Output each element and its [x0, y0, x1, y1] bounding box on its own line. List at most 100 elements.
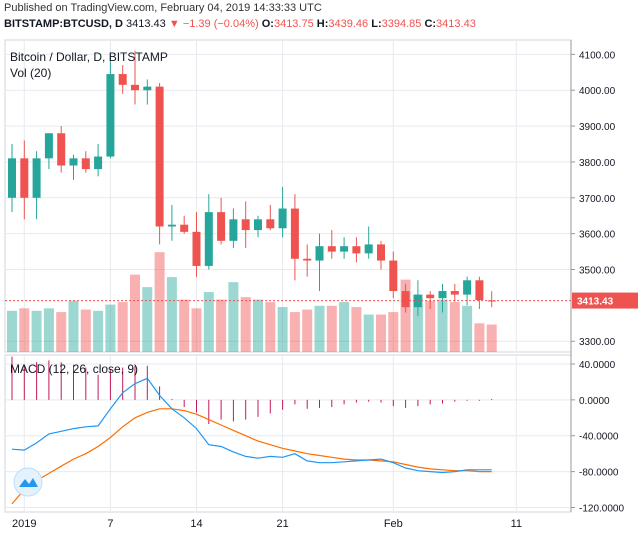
candle-body — [278, 208, 287, 229]
volume-bar — [19, 308, 30, 352]
volume-bar — [326, 305, 337, 352]
candle-body — [44, 133, 53, 159]
tradingview-logo-icon[interactable] — [13, 467, 43, 497]
volume-bar — [240, 297, 251, 352]
close-value: 3413.43 — [436, 18, 476, 30]
x-tick-label: 2019 — [12, 518, 36, 530]
high-value: 3439.46 — [328, 18, 369, 30]
candle-body — [463, 280, 472, 295]
candle-body — [167, 224, 176, 227]
volume-bar — [449, 302, 460, 352]
volume-bar — [31, 310, 42, 352]
volume-bar — [117, 302, 128, 352]
candle-body — [438, 291, 447, 299]
candle-body — [143, 86, 152, 91]
main-y-tick-label: 3600.00 — [579, 230, 616, 241]
low-label: L: — [371, 18, 382, 30]
volume-bar — [363, 314, 374, 352]
candle-body — [266, 219, 275, 229]
candle-body — [8, 158, 16, 198]
main-y-tick-label: 3300.00 — [579, 337, 616, 348]
candle-body — [401, 291, 410, 308]
candle-body — [290, 208, 299, 259]
last-price-text: 3413.43 — [126, 18, 166, 30]
volume-bar — [43, 308, 54, 352]
main-y-tick-label: 4100.00 — [579, 50, 616, 61]
volume-bar — [400, 279, 411, 352]
ohlc-header: BITSTAMP:BTCUSD, D 3413.43 ▼ −1.39 (−0.0… — [4, 18, 476, 30]
open-label: O: — [261, 18, 274, 30]
volume-bar — [277, 307, 288, 352]
macd-y-tick-label: -80.0000 — [579, 468, 619, 479]
last-price-tag — [572, 292, 638, 309]
volume-bar — [388, 312, 399, 352]
candle-body — [81, 158, 90, 170]
candle-body — [57, 133, 66, 166]
candle-body — [204, 212, 213, 266]
main-chart-title: Bitcoin / Dollar, D, BITSTAMP — [10, 50, 168, 64]
candle-body — [364, 244, 373, 254]
candle-body — [487, 300, 496, 302]
candle-body — [118, 74, 127, 85]
candle-body — [217, 212, 226, 241]
volume-bar — [339, 302, 350, 352]
symbol-label: BITSTAMP:BTCUSD, D — [4, 18, 123, 30]
candle-body — [241, 219, 250, 231]
main-y-tick-label: 3700.00 — [579, 194, 616, 205]
macd-y-tick-label: 0.0000 — [579, 396, 610, 407]
last-price-tag-label: 3413.43 — [577, 297, 614, 308]
x-tick-label: Feb — [384, 518, 403, 530]
volume-indicator-label: Vol (20) — [10, 66, 51, 80]
close-label: C: — [424, 18, 437, 30]
change-text: −1.39 (−0.04%) — [182, 18, 259, 30]
candle-body — [155, 86, 164, 227]
main-y-tick-label: 3900.00 — [579, 122, 616, 133]
volume-bar — [302, 309, 313, 352]
candle-body — [192, 231, 201, 266]
volume-bar — [191, 308, 202, 352]
candle-body — [377, 244, 385, 261]
volume-bar — [203, 292, 214, 352]
volume-bar — [462, 305, 473, 352]
high-label: H: — [316, 18, 329, 30]
volume-bar — [105, 304, 116, 352]
volume-bar — [7, 310, 17, 352]
macd-line — [11, 377, 492, 474]
volume-bar — [412, 294, 423, 352]
published-caption: Published on TradingView.com, February 0… — [4, 2, 322, 14]
candle-body — [450, 291, 459, 295]
volume-bar — [486, 324, 497, 352]
volume-bar — [166, 277, 177, 352]
main-pane-frame — [4, 39, 572, 353]
volume-bar — [179, 299, 190, 352]
volume-bar — [56, 312, 67, 352]
volume-bar — [351, 307, 362, 352]
candle-body — [69, 158, 78, 166]
volume-bar — [314, 305, 325, 352]
candle-body — [254, 219, 262, 231]
candle-body — [32, 158, 41, 198]
candle-body — [340, 246, 349, 252]
candle-body — [389, 260, 398, 292]
candle-body — [475, 280, 484, 300]
macd-y-tick-label: 40.0000 — [579, 360, 616, 371]
volume-bar — [425, 300, 436, 352]
candle-body — [315, 246, 324, 261]
x-tick-label: 14 — [190, 518, 202, 530]
volume-bar — [216, 299, 227, 352]
main-y-tick-label: 4000.00 — [579, 86, 616, 97]
open-value: 3413.75 — [273, 18, 314, 30]
volume-bar — [68, 300, 79, 352]
candle-body — [352, 246, 361, 254]
candle-body — [303, 258, 312, 261]
volume-bar — [474, 323, 485, 352]
candle-body — [229, 219, 238, 241]
macd-indicator-label: MACD (12, 26, close, 9) — [10, 362, 138, 376]
volume-bar — [376, 314, 386, 352]
volume-bar — [142, 287, 153, 352]
candle-body — [20, 158, 29, 198]
volume-bar — [253, 299, 263, 352]
macd-y-tick-label: -40.0000 — [579, 432, 619, 443]
x-tick-label: 21 — [276, 518, 288, 530]
